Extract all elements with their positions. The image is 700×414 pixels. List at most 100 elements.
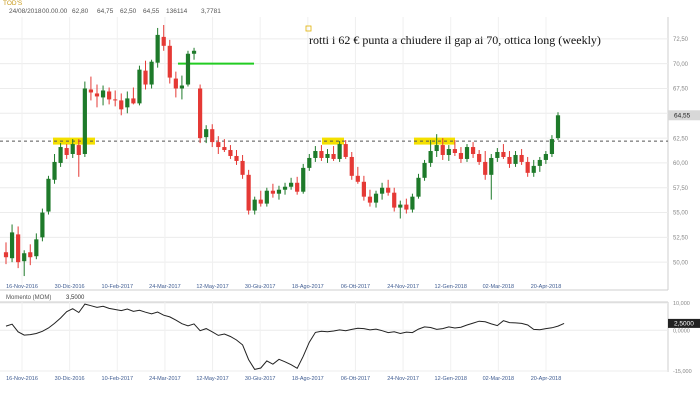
candle-body: [246, 174, 251, 211]
candle-body: [367, 196, 373, 203]
candle-body: [398, 204, 403, 208]
candle-body: [94, 93, 100, 97]
candle-body: [191, 50, 197, 54]
candle-body: [404, 204, 409, 210]
header-bar: TOD'S 24/08/2018 00.00.00 62,80 64,75 62…: [3, 0, 221, 15]
candle-body: [131, 98, 136, 104]
candle-body: [119, 100, 124, 110]
momentum-ytick-label: 10,000: [673, 301, 690, 307]
candle-body: [76, 145, 81, 155]
candle-body: [16, 234, 21, 263]
price-y-axis: 72,5070,0067,5065,0062,5060,0057,5055,00…: [673, 37, 689, 266]
momentum-xtick-label: 18-Ago-2017: [292, 376, 324, 382]
candle-body: [325, 153, 330, 158]
price-grid: [0, 17, 668, 290]
candle-body: [549, 139, 555, 154]
momentum-xtick-label: 24-Nov-2017: [387, 376, 419, 382]
candle-body: [428, 151, 433, 163]
momentum-title: Momento (MOM): [6, 295, 51, 301]
candle-body: [422, 162, 427, 178]
candle-body: [295, 182, 300, 192]
price-xtick-label: 06-Ott-2017: [341, 284, 370, 290]
var-pct-label: 3,7781: [201, 8, 221, 15]
candle-body: [392, 192, 397, 208]
candle-body: [301, 167, 306, 192]
candle-body: [40, 212, 45, 238]
close-label: 64,55: [143, 8, 160, 15]
price-xtick-label: 18-Ago-2017: [292, 284, 324, 290]
symbol-label: TOD'S: [3, 0, 23, 7]
price-ytick-label: 70,00: [673, 62, 689, 68]
price-ytick-label: 72,50: [673, 37, 689, 43]
date-label: 24/08/2018: [9, 8, 42, 15]
candle-body: [531, 165, 536, 173]
momentum-xtick-label: 10-Feb-2017: [102, 376, 134, 382]
price-panel: 72,5070,0067,5065,0062,5060,0057,5055,00…: [0, 17, 700, 291]
candle-body: [70, 144, 75, 154]
candle-body: [373, 193, 379, 203]
price-xtick-label: 12-Gen-2018: [435, 284, 467, 290]
candle-body: [470, 147, 476, 154]
candle-body: [361, 181, 366, 197]
price-ytick-label: 62,50: [673, 136, 689, 142]
candle-body: [525, 161, 530, 173]
candle-body: [537, 159, 542, 166]
candle-body: [434, 145, 439, 152]
price-xtick-label: 24-Nov-2017: [387, 284, 419, 290]
candles: [3, 24, 561, 277]
momentum-panel: Momento (MOM) 3,5000 10,000 0,0000 -15,000…: [0, 295, 700, 382]
candle-body: [161, 36, 166, 46]
candle-body: [386, 187, 391, 193]
time-label: 00.00.00: [42, 8, 68, 15]
candle-body: [167, 45, 172, 78]
candle-body: [179, 85, 185, 89]
candle-body: [28, 252, 33, 258]
candle-body: [52, 161, 57, 180]
candle-body: [555, 115, 561, 139]
candle-body: [9, 232, 15, 259]
candle-body: [331, 153, 336, 159]
price-xtick-label: 02-Mar-2018: [483, 284, 515, 290]
momentum-xtick-label: 02-Mar-2018: [483, 376, 515, 382]
momentum-xtick-label: 12-Gen-2018: [435, 376, 467, 382]
momentum-xtick-label: 24-Mar-2017: [149, 376, 181, 382]
momentum-xtick-label: 30-Dic-2016: [55, 376, 85, 382]
candle-body: [58, 147, 63, 163]
candle-body: [113, 99, 118, 101]
candle-body: [313, 151, 318, 158]
candle-body: [477, 153, 482, 162]
last-price-label: 64,55: [674, 113, 691, 120]
candle-body: [107, 91, 112, 100]
momentum-xtick-label: 06-Ott-2017: [341, 376, 370, 382]
candle-body: [125, 98, 130, 108]
candle-body: [501, 152, 506, 157]
momentum-last-label: 2,5000: [674, 321, 694, 328]
price-xtick-label: 30-Dic-2016: [55, 284, 85, 290]
candle-body: [222, 147, 227, 151]
candle-body: [210, 129, 215, 143]
price-xtick-label: 24-Mar-2017: [149, 284, 181, 290]
candle-body: [22, 253, 27, 262]
candle-body: [288, 182, 294, 187]
candle-body: [446, 149, 451, 155]
candle-body: [185, 53, 191, 85]
candle-body: [270, 190, 276, 194]
candle-body: [46, 178, 51, 212]
candle-body: [343, 144, 348, 157]
low-label: 62,50: [120, 8, 137, 15]
candle-body: [319, 151, 324, 158]
momentum-last-box: [668, 318, 700, 328]
candle-body: [149, 61, 154, 85]
price-xtick-label: 30-Giu-2017: [245, 284, 276, 290]
candle-body: [452, 149, 457, 153]
price-xtick-label: 10-Feb-2017: [102, 284, 134, 290]
candle-body: [507, 156, 512, 164]
high-label: 64,75: [97, 8, 114, 15]
candle-body: [337, 144, 342, 159]
price-x-axis: 16-Nov-2016 30-Dic-2016 10-Feb-2017 24-Mar-…: [6, 284, 561, 290]
price-ytick-label: 57,50: [673, 186, 689, 192]
candle-body: [173, 78, 178, 89]
candle-body: [483, 161, 488, 175]
candle-body: [519, 154, 524, 162]
price-xtick-label: 12-May-2017: [196, 284, 228, 290]
